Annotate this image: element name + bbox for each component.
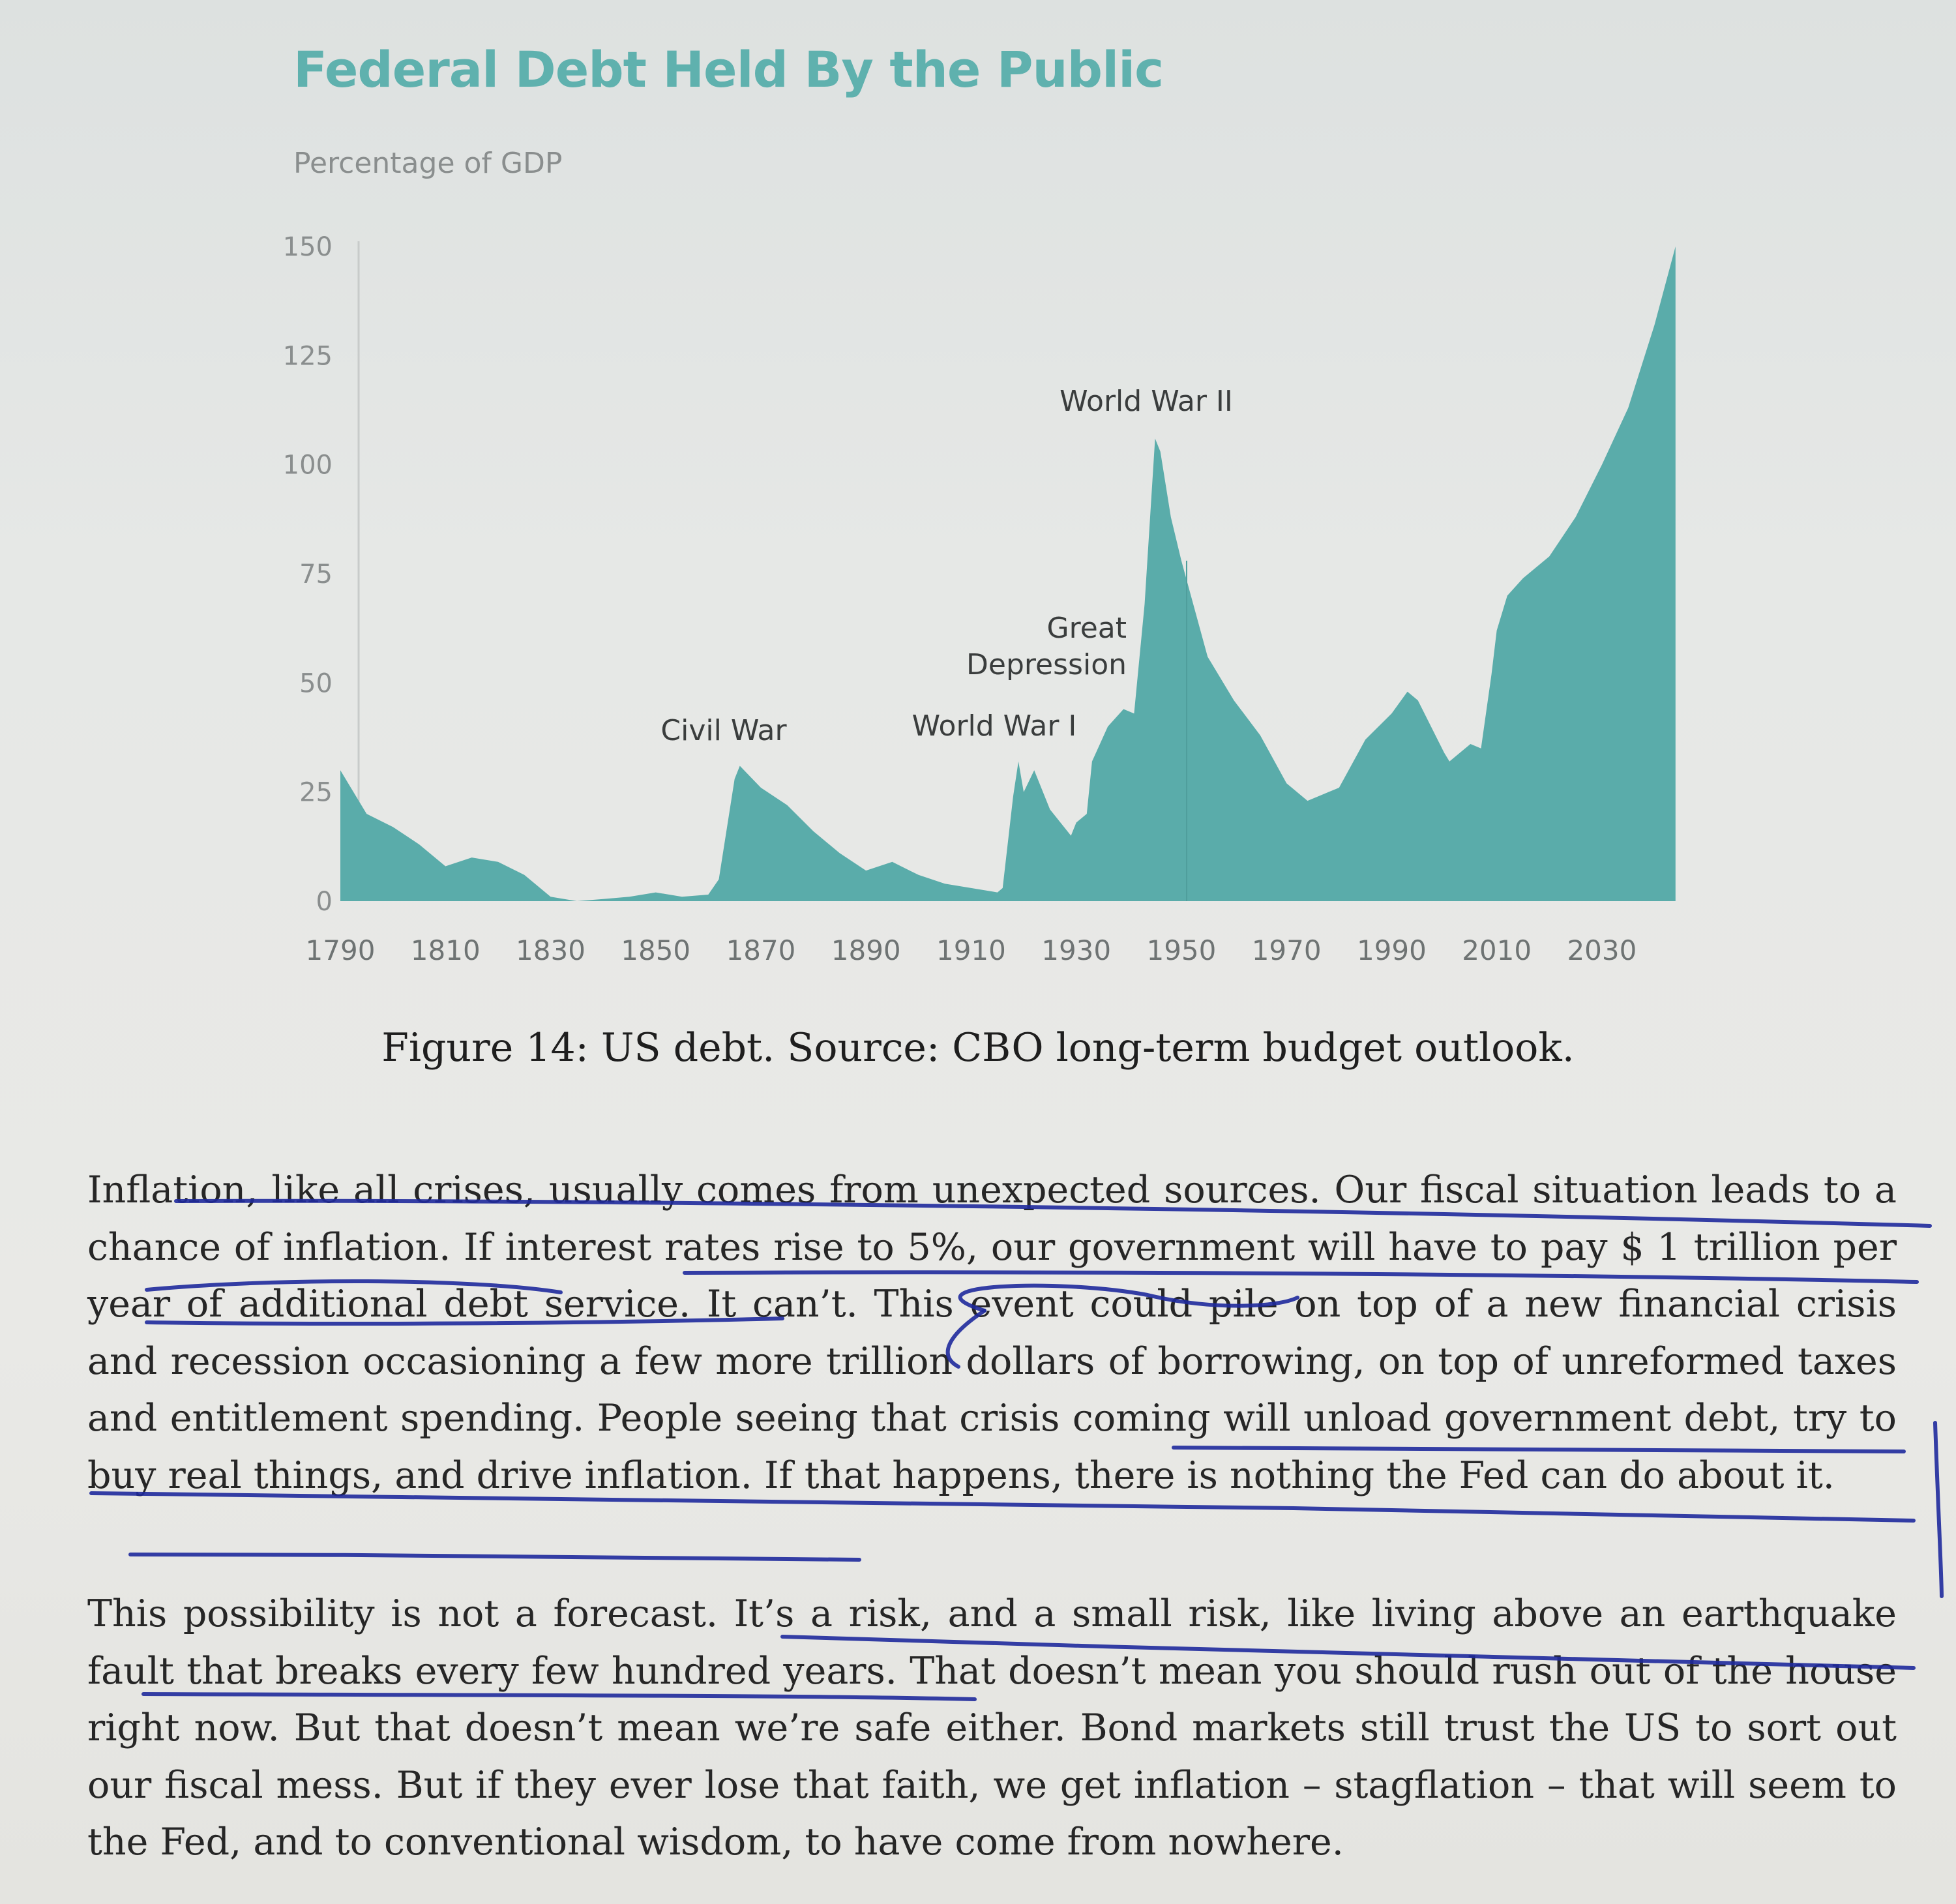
x-tick-label: 2030: [1567, 934, 1637, 966]
annotation-label: Great Depression: [966, 612, 1127, 681]
figure-caption: Figure 14: US debt. Source: CBO long-ter…: [381, 1025, 1575, 1071]
x-tick-label: 1910: [936, 934, 1006, 966]
x-tick-label: 1850: [621, 934, 690, 966]
y-tick-label: 25: [299, 778, 333, 808]
y-tick-label: 125: [283, 341, 333, 371]
x-tick-label: 1970: [1252, 934, 1322, 966]
chart-title: Federal Debt Held By the Public: [293, 40, 1164, 98]
x-tick-label: 1870: [726, 934, 796, 966]
body-paragraph-1: Inflation, like all crises, usually come…: [87, 1168, 1897, 1497]
x-tick-label: 1890: [831, 934, 901, 966]
y-tick-label: 75: [299, 559, 333, 589]
x-tick-label: 1830: [516, 934, 585, 966]
x-tick-label: 1930: [1041, 934, 1111, 966]
annotation-label: World War II: [1060, 385, 1233, 418]
x-tick-label: 1810: [411, 934, 481, 966]
debt-series-area: [340, 246, 1676, 901]
x-tick-label: 1950: [1146, 934, 1216, 966]
x-tick-label: 1990: [1357, 934, 1427, 966]
pen-underline: [128, 1553, 861, 1562]
annotation-label: Civil War: [660, 714, 787, 747]
debt-area-chart: Percentage of GDP 0 25 50 75 100 125 150 1790 181…: [283, 147, 1676, 966]
annotation-label: World War I: [912, 709, 1077, 743]
y-tick-label: 150: [283, 232, 333, 262]
pen-underline: [1933, 1421, 1944, 1598]
x-tick-label: 1790: [306, 934, 376, 966]
y-tick-label: 50: [299, 668, 333, 698]
body-paragraph-2: This possibility is not a forecast. It’s…: [87, 1592, 1897, 1864]
y-tick-label: 100: [283, 451, 333, 481]
y-tick-label: 0: [316, 887, 333, 917]
x-tick-label: 2010: [1462, 934, 1532, 966]
y-axis-label: Percentage of GDP: [293, 147, 562, 180]
